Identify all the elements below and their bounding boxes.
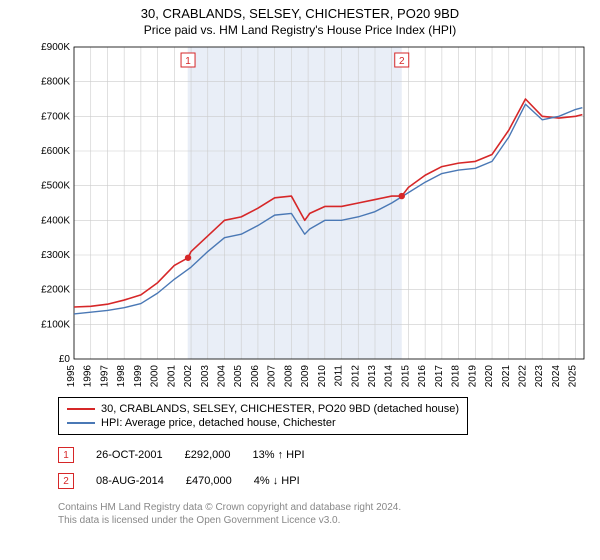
sale-price: £470,000 <box>186 475 232 487</box>
svg-text:1999: 1999 <box>133 365 144 388</box>
sale-price: £292,000 <box>185 449 231 461</box>
svg-text:2003: 2003 <box>200 365 211 388</box>
sale-delta: 4% HPI <box>254 475 300 487</box>
footer-line-1: Contains HM Land Registry data © Crown c… <box>58 501 590 514</box>
svg-text:2023: 2023 <box>534 365 545 388</box>
svg-text:£400K: £400K <box>41 215 70 226</box>
svg-text:£300K: £300K <box>41 250 70 261</box>
chart-svg: £0 £100K £200K £300K £400K £500K £600K £700K £80… <box>30 41 590 391</box>
svg-text:2021: 2021 <box>501 365 512 388</box>
svg-text:2001: 2001 <box>166 365 177 388</box>
svg-text:£700K: £700K <box>41 111 70 122</box>
svg-text:2017: 2017 <box>434 365 445 388</box>
svg-text:2019: 2019 <box>467 365 478 388</box>
plot-area: £0 £100K £200K £300K £400K £500K £600K £700K £80… <box>30 41 590 391</box>
footer-line-2: This data is licensed under the Open Gov… <box>58 514 590 527</box>
svg-text:1995: 1995 <box>66 365 77 388</box>
sales-table: 1 26-OCT-2001 £292,000 13% HPI 2 08-AUG-2014 £… <box>10 443 590 495</box>
sale-row: 1 26-OCT-2001 £292,000 13% HPI <box>10 443 590 469</box>
legend-swatch <box>67 408 95 410</box>
svg-text:1996: 1996 <box>83 365 94 388</box>
footer: Contains HM Land Registry data © Crown c… <box>58 501 590 527</box>
arrow-down-icon <box>273 475 279 487</box>
svg-text:2: 2 <box>399 56 405 67</box>
legend-label: 30, CRABLANDS, SELSEY, CHICHESTER, PO20 … <box>101 403 459 415</box>
svg-text:2011: 2011 <box>334 365 345 387</box>
svg-text:2006: 2006 <box>250 365 261 388</box>
svg-text:2020: 2020 <box>484 365 495 388</box>
svg-text:2013: 2013 <box>367 365 378 388</box>
svg-text:2015: 2015 <box>400 365 411 388</box>
svg-text:2007: 2007 <box>267 365 278 388</box>
sale-marker: 1 <box>58 447 74 463</box>
svg-text:2005: 2005 <box>233 365 244 388</box>
title-main: 30, CRABLANDS, SELSEY, CHICHESTER, PO20 … <box>10 6 590 21</box>
svg-text:2008: 2008 <box>283 365 294 388</box>
title-sub: Price paid vs. HM Land Registry's House … <box>10 23 590 37</box>
sale-delta: 13% HPI <box>253 449 305 461</box>
svg-text:2002: 2002 <box>183 365 194 388</box>
sale-date: 26-OCT-2001 <box>96 449 163 461</box>
legend-swatch <box>67 422 95 424</box>
svg-text:2018: 2018 <box>451 365 462 388</box>
svg-text:£900K: £900K <box>41 42 70 53</box>
svg-text:£0: £0 <box>59 354 71 365</box>
chart-container: 30, CRABLANDS, SELSEY, CHICHESTER, PO20 … <box>0 0 600 560</box>
sale-marker: 2 <box>58 473 74 489</box>
svg-text:2012: 2012 <box>350 365 361 388</box>
svg-text:1998: 1998 <box>116 365 127 388</box>
svg-text:£800K: £800K <box>41 77 70 88</box>
svg-text:2004: 2004 <box>216 365 227 388</box>
svg-text:2022: 2022 <box>517 365 528 388</box>
svg-text:£600K: £600K <box>41 146 70 157</box>
svg-text:2000: 2000 <box>150 365 161 388</box>
sale-date: 08-AUG-2014 <box>96 475 164 487</box>
svg-text:2014: 2014 <box>384 365 395 388</box>
legend-item: 30, CRABLANDS, SELSEY, CHICHESTER, PO20 … <box>67 402 459 416</box>
legend-item: HPI: Average price, detached house, Chic… <box>67 416 459 430</box>
svg-text:2016: 2016 <box>417 365 428 388</box>
svg-text:2010: 2010 <box>317 365 328 388</box>
legend-label: HPI: Average price, detached house, Chic… <box>101 417 336 429</box>
sale-row: 2 08-AUG-2014 £470,000 4% HPI <box>10 469 590 495</box>
svg-text:£200K: £200K <box>41 285 70 296</box>
titles: 30, CRABLANDS, SELSEY, CHICHESTER, PO20 … <box>10 6 590 37</box>
legend: 30, CRABLANDS, SELSEY, CHICHESTER, PO20 … <box>58 397 468 435</box>
svg-text:2024: 2024 <box>551 365 562 388</box>
svg-text:2009: 2009 <box>300 365 311 388</box>
svg-text:1997: 1997 <box>99 365 110 388</box>
arrow-up-icon <box>278 449 284 461</box>
svg-text:1: 1 <box>185 56 191 67</box>
svg-text:£100K: £100K <box>41 319 70 330</box>
svg-text:£500K: £500K <box>41 181 70 192</box>
svg-text:2025: 2025 <box>568 365 579 388</box>
